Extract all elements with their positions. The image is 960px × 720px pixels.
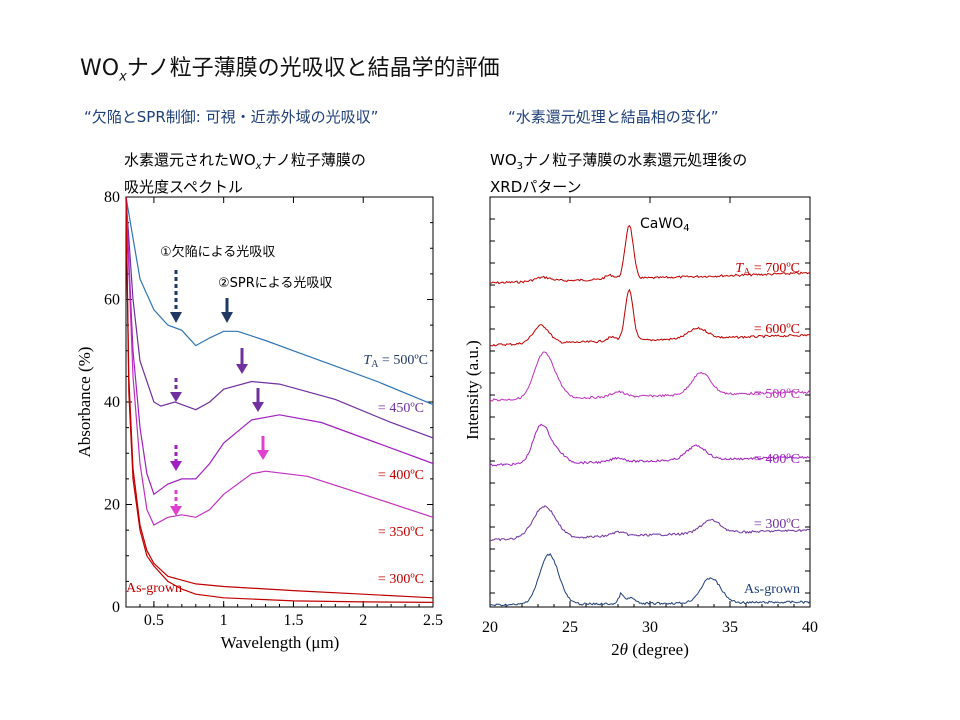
right-x-tick-label: 20 [482, 619, 498, 636]
right-label-400: = 400ºC [754, 452, 800, 467]
xrd-line-0 [489, 224, 811, 285]
left-y-tick-label: 20 [104, 497, 120, 514]
left-label-450: = 450ºC [378, 401, 424, 416]
left-y-axis-label: Absorbance (%) [75, 347, 94, 458]
left-x-tick-label: 2 [359, 612, 367, 629]
left-x-tick-label: 2.5 [423, 612, 443, 629]
left-x-axis-label: Wavelength (μm) [221, 633, 340, 652]
left-label-350: = 350ºC [378, 525, 424, 540]
right-x-tick-label: 35 [722, 619, 738, 636]
right-x-tick-label: 40 [802, 619, 818, 636]
left-label-300: = 300ºC [378, 572, 424, 587]
xrd-line-3 [489, 423, 811, 467]
spr-arrow-450 [236, 348, 248, 374]
annotation-defect: ①欠陥による光吸収 [160, 244, 275, 260]
xrd-line-4 [489, 505, 811, 542]
defect-arrow-350 [170, 490, 182, 516]
cawo4-label: CaWO4 [640, 216, 690, 234]
left-label-500: TA = 500ºC [363, 353, 428, 370]
right-label-asgrown: As-grown [744, 582, 800, 597]
spr-arrow-400 [252, 388, 264, 412]
spr-arrow-350 [257, 436, 269, 460]
left-label-400: = 400ºC [378, 468, 424, 483]
xrd-line-5 [489, 552, 811, 607]
page-title: WOxナノ粒子薄膜の光吸収と結晶学的評価 [80, 56, 500, 85]
defect-arrow-400 [170, 445, 182, 471]
left-y-tick-label: 60 [104, 292, 120, 309]
absorbance-line-1 [125, 196, 434, 439]
xrd-line-1 [489, 288, 811, 347]
defect-arrow-500 [170, 270, 182, 323]
absorbance-line-2 [125, 196, 434, 496]
left-x-tick-label: 1 [220, 612, 228, 629]
defect-arrow-450 [170, 378, 182, 402]
left-y-tick-label: 80 [104, 189, 120, 206]
right-label-600: = 600ºC [754, 322, 800, 337]
left-subtitle: “欠陥とSPR制御: 可視・近赤外域の光吸収” [84, 108, 379, 126]
right-label-300: = 300ºC [754, 517, 800, 532]
absorbance-line-3 [125, 196, 434, 526]
right-label-700: TA = 700ºC [735, 261, 800, 278]
xrd-line-2 [489, 351, 811, 402]
annotation-spr: ②SPRによる光吸収 [218, 276, 332, 291]
right-x-tick-label: 30 [642, 619, 658, 636]
right-subtitle: “水素還元処理と結晶相の変化” [508, 108, 719, 126]
right-x-axis-label: 2θ (degree) [611, 640, 689, 659]
right-y-axis-label: Intensity (a.u.) [463, 340, 482, 440]
left-label-asgrown: As-grown [126, 581, 182, 596]
left-y-tick-label: 40 [104, 394, 120, 411]
right-panel-caption: WO3ナノ粒子薄膜の水素還元処理後の XRDパターン [490, 151, 748, 196]
absorbance-line-5 [125, 196, 434, 603]
right-x-tick-label: 25 [562, 619, 578, 636]
right-plot-frame [489, 196, 811, 608]
left-x-tick-label: 0.5 [144, 612, 164, 629]
right-label-500: = 500ºC [754, 387, 800, 402]
absorbance-line-0 [125, 196, 434, 406]
spr-arrow-500 [221, 298, 233, 323]
left-panel-caption: 水素還元されたWOxナノ粒子薄膜の 吸光度スペクトル [124, 151, 366, 196]
left-y-tick-label: 0 [112, 599, 120, 616]
left-x-tick-label: 1.5 [283, 612, 303, 629]
